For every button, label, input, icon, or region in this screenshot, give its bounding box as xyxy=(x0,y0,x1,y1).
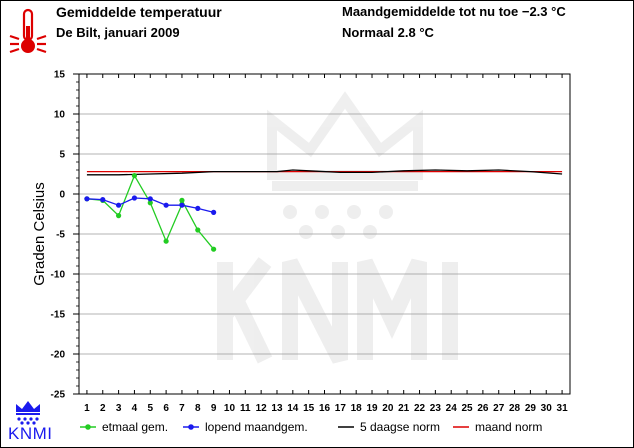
month-average-value: −2.3 xyxy=(521,4,548,19)
y-tick-label: -10 xyxy=(51,270,66,281)
normal-unit: °C xyxy=(419,25,434,40)
legend-marker xyxy=(188,424,194,430)
legend-marker xyxy=(85,424,91,430)
x-tick-label: 5 xyxy=(147,403,153,414)
x-tick-label: 4 xyxy=(132,403,138,414)
x-tick-label: 27 xyxy=(493,403,505,414)
data-point xyxy=(147,196,153,202)
data-point xyxy=(115,202,122,208)
x-tick-label: 10 xyxy=(224,403,236,414)
x-tick-label: 11 xyxy=(240,403,251,414)
thermometer-icon xyxy=(9,8,47,54)
data-point xyxy=(211,246,217,252)
legend: etmaal gem. lopend maandgem. 5 daagse norm… xyxy=(80,420,542,434)
month-average-line: Maandgemiddelde tot nu toe −2.3 °C xyxy=(342,4,566,19)
legend-item: etmaal gem. xyxy=(80,420,168,434)
x-tick-label: 24 xyxy=(446,403,458,414)
x-tick-label: 18 xyxy=(351,403,363,414)
y-tick-label: -20 xyxy=(51,350,66,361)
y-tick-label: 10 xyxy=(54,110,66,121)
x-tick-label: 22 xyxy=(414,403,426,414)
x-tick-label: 9 xyxy=(211,403,217,414)
x-tick-label: 8 xyxy=(195,403,201,414)
data-point xyxy=(163,202,169,208)
x-tick-label: 13 xyxy=(271,403,283,414)
x-tick-label: 20 xyxy=(382,403,394,414)
x-tick-label: 17 xyxy=(335,403,347,414)
x-tick-label: 12 xyxy=(256,403,268,414)
legend-item: 5 daagse norm xyxy=(338,420,440,434)
y-tick-label: 0 xyxy=(59,190,65,201)
legend-item: lopend maandgem. xyxy=(183,420,308,434)
data-point xyxy=(147,200,153,206)
x-tick-label: 16 xyxy=(319,403,331,414)
x-tick-label: 1 xyxy=(84,403,90,414)
series-lopend-maandgem- xyxy=(84,195,217,215)
y-tick-label: 5 xyxy=(59,150,65,161)
x-tick-label: 21 xyxy=(398,403,410,414)
x-tick-label: 6 xyxy=(163,403,169,414)
data-point xyxy=(179,202,185,208)
normal-label: Normaal xyxy=(342,25,395,40)
y-tick-label: -15 xyxy=(51,310,66,321)
legend-item: maand norm xyxy=(453,420,542,434)
x-tick-label: 2 xyxy=(100,403,106,414)
grid-lines xyxy=(79,113,570,355)
x-tick-label: 29 xyxy=(525,403,537,414)
x-tick-label: 26 xyxy=(477,403,489,414)
chart-title: Gemiddelde temperatuur xyxy=(56,4,222,20)
series-line xyxy=(86,169,563,176)
knmi-logo-text: KNMI xyxy=(8,424,53,443)
data-point xyxy=(84,196,90,202)
data-point xyxy=(179,197,185,203)
y-tick-label: -25 xyxy=(51,390,66,401)
y-axis-label: Graden Celsius xyxy=(31,182,48,285)
data-point xyxy=(211,209,217,215)
data-point xyxy=(100,197,106,203)
data-point xyxy=(163,238,169,244)
x-tick-label: 7 xyxy=(179,403,185,414)
x-tick-label: 3 xyxy=(116,403,122,414)
data-point xyxy=(115,213,122,219)
series-5-daagse-norm xyxy=(86,169,563,176)
x-tick-label: 19 xyxy=(366,403,378,414)
data-point xyxy=(195,227,201,233)
knmi-watermark xyxy=(217,91,458,364)
month-average-label: Maandgemiddelde tot nu toe xyxy=(342,4,519,19)
x-tick-labels: 1 2 3 4 5 6 7 8 9 10 11 12 13 14 15 16 17 18 19 20 21 22 23 24 2… xyxy=(84,403,568,414)
normal-line: Normaal 2.8 °C xyxy=(342,25,434,40)
y-tick-label: 15 xyxy=(54,70,66,81)
legend-label: etmaal gem. xyxy=(102,420,168,434)
legend-label: 5 daagse norm xyxy=(360,420,440,434)
series-line xyxy=(86,174,183,243)
axis-ticks xyxy=(73,73,563,395)
normal-value: 2.8 xyxy=(397,25,416,40)
crown-icon xyxy=(16,401,40,425)
month-average-unit: °C xyxy=(551,4,566,19)
x-tick-label: 30 xyxy=(541,403,553,414)
data-point xyxy=(131,173,138,179)
legend-label: maand norm xyxy=(475,420,542,434)
data-point xyxy=(195,205,201,211)
chart-subtitle: De Bilt, januari 2009 xyxy=(56,25,180,40)
x-tick-label: 31 xyxy=(557,403,569,414)
series-layer xyxy=(84,169,563,252)
legend-label: lopend maandgem. xyxy=(205,420,308,434)
x-tick-label: 25 xyxy=(461,403,473,414)
x-tick-label: 23 xyxy=(430,403,442,414)
y-tick-labels: 15 10 5 0 -5 -10 -15 -20 -25 xyxy=(51,70,66,401)
data-point xyxy=(131,195,138,201)
x-tick-label: 15 xyxy=(303,403,315,414)
x-tick-label: 28 xyxy=(509,403,521,414)
knmi-logo: KNMI xyxy=(6,398,53,444)
series-etmaal-gem- xyxy=(84,173,217,252)
y-tick-label: -5 xyxy=(56,230,65,241)
x-tick-label: 14 xyxy=(287,403,299,414)
